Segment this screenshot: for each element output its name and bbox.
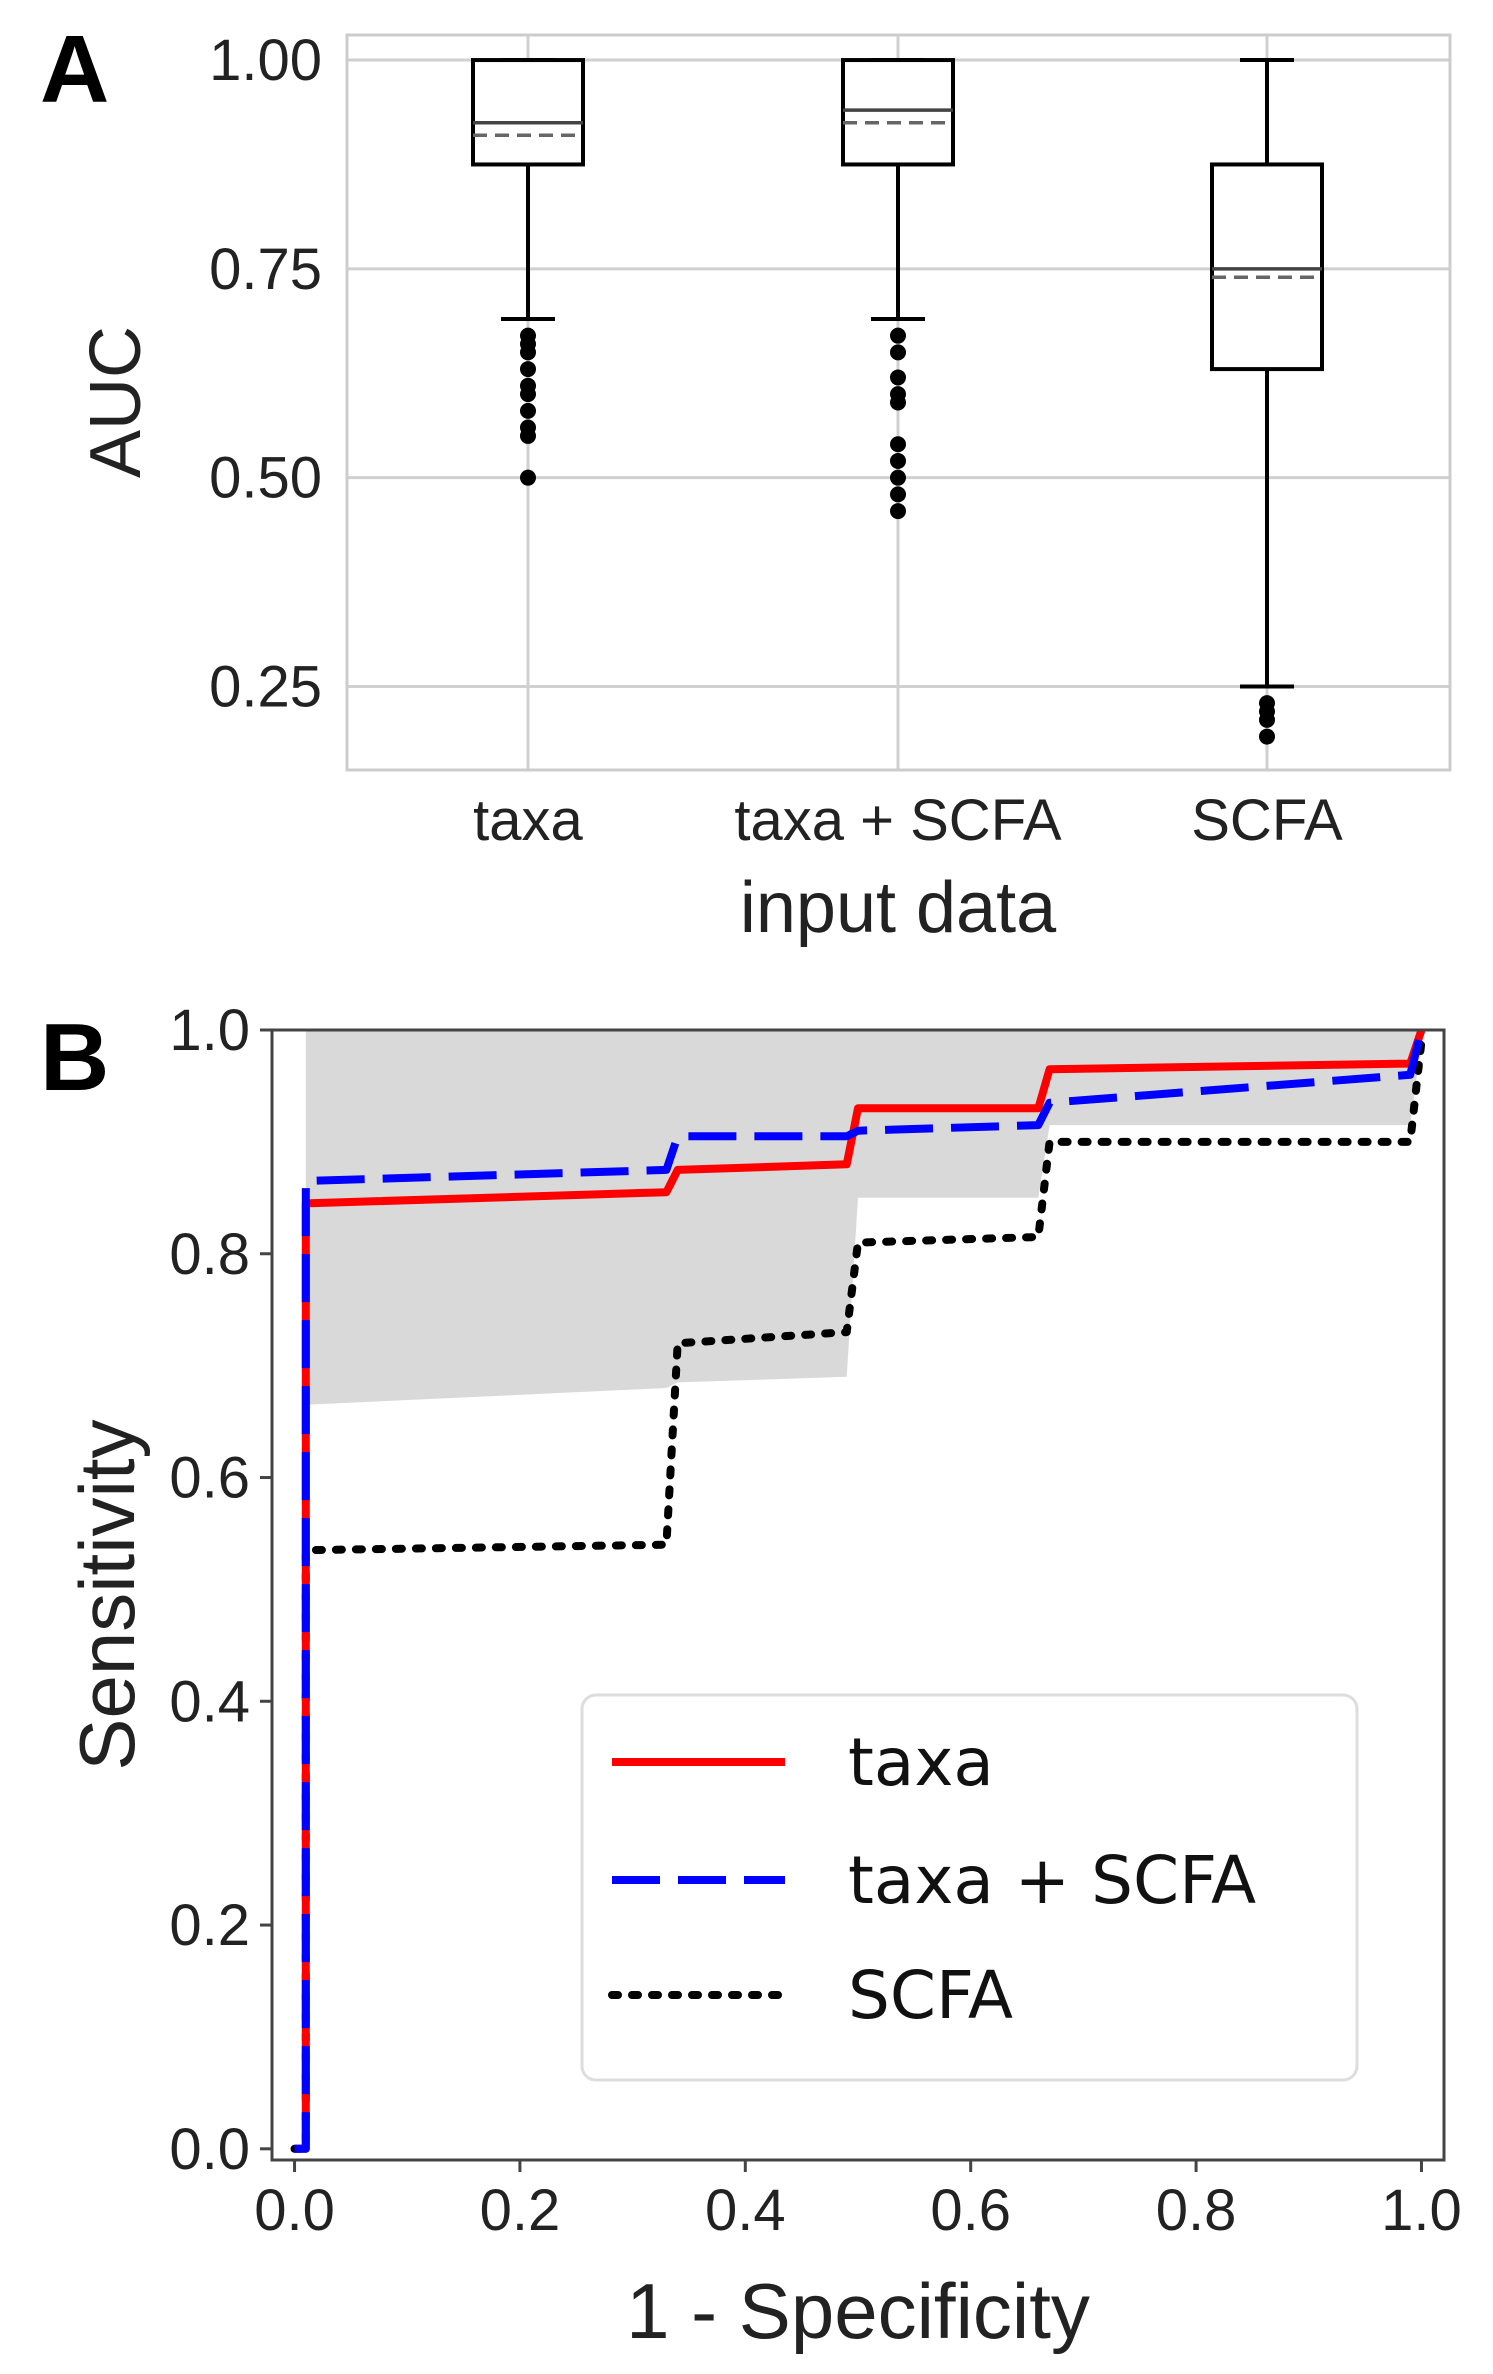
box-outlier [1259,711,1275,728]
legend-label: SCFA [848,1957,1013,2034]
panel-b-roc: B 0.00.20.40.60.81.0 0.0 0.2 0.4 0.6 0.8 1.0 … [40,998,1462,2355]
panel-b-y-tick-label: 0.6 [169,1446,250,1511]
box-outlier [520,402,536,419]
panel-b-x-tick-label: 0.2 [480,2178,561,2243]
box-0 [471,58,585,486]
box-outlier [890,327,906,344]
panel-b-y-axis-title: Sensitivity [63,1419,151,1770]
panel-b-frame [270,1028,1446,2162]
panel-a-y-tick-label: 1.00 [209,28,322,93]
box-outlier [520,344,536,361]
box-outlier [890,503,906,520]
box-outlier [890,436,906,453]
box-2 [1210,58,1324,745]
panel-a-x-ticks: taxa taxa + SCFA SCFA [473,788,1343,853]
panel-b-y-tick-label: 0.0 [169,2117,250,2182]
panel-b-x-tick-label: 0.0 [254,2178,335,2243]
roc-line-scfa [290,1037,1426,2153]
panel-b-ci-band [305,1030,1422,1405]
box-body [471,58,585,167]
box-outlier [890,394,906,411]
panel-a-y-ticks: 0.25 0.50 0.75 1.00 [209,28,322,719]
panel-b-label: B [40,1004,109,1111]
legend-frame [580,1693,1359,2082]
box-1 [841,58,955,520]
panel-a-x-tick-label: taxa + SCFA [734,788,1062,853]
panel-a-label: A [40,16,109,123]
panel-b-x-tick-label: 0.6 [930,2178,1011,2243]
box-body [1210,162,1324,372]
box-outlier [890,469,906,486]
panel-b-x-tick-label: 0.8 [1156,2178,1237,2243]
legend-label: taxa [848,1724,994,1801]
box-outlier [890,452,906,469]
panel-b-x-axis-title: 1 - Specificity [626,2267,1090,2355]
panel-b-y-ticks: 0.0 0.2 0.4 0.6 0.8 1.0 [169,998,272,2182]
panel-a-y-tick-label: 0.25 [209,654,322,719]
panel-a-y-axis-title: AUC [76,326,156,478]
panel-b-x-ticks: 0.0 0.2 0.4 0.6 0.8 1.0 [254,2160,1462,2243]
box-outlier [520,469,536,486]
panel-a-x-tick-label: taxa [473,788,583,853]
legend-label: taxa + SCFA [848,1842,1256,1919]
panel-a-y-tick-label: 0.75 [209,237,322,302]
panel-a-boxplot: A 0.25 0.50 0.75 1.00 taxa taxa + SCFA SCFA i… [40,16,1452,948]
panel-a-y-tick-label: 0.50 [209,446,322,511]
panel-a-x-axis-title: input data [740,868,1057,948]
panel-a-frame [345,33,1452,772]
box-outlier [520,386,536,403]
box-outlier [1259,728,1275,745]
box-outlier [520,427,536,444]
panel-b-roc-lines [290,1028,1426,2153]
panel-b-legend: taxa taxa + SCFA SCFA [580,1693,1359,2082]
box-outlier [890,369,906,386]
box-outlier [520,361,536,378]
roc-line-taxa-scfa [294,1029,1426,2153]
box-body [841,58,955,167]
box-outlier [890,344,906,361]
panel-b-y-tick-label: 1.0 [169,998,250,1063]
box-outlier [890,486,906,503]
panel-b-x-tick-label: 0.4 [705,2178,786,2243]
panel-b-y-tick-label: 0.8 [169,1222,250,1287]
panel-b-y-tick-label: 0.4 [169,1669,250,1734]
panel-a-boxes [471,58,1324,745]
panel-b-y-tick-label: 0.2 [169,1893,250,1958]
panel-b-x-tick-label: 1.0 [1381,2178,1462,2243]
panel-a-x-tick-label: SCFA [1191,788,1343,853]
